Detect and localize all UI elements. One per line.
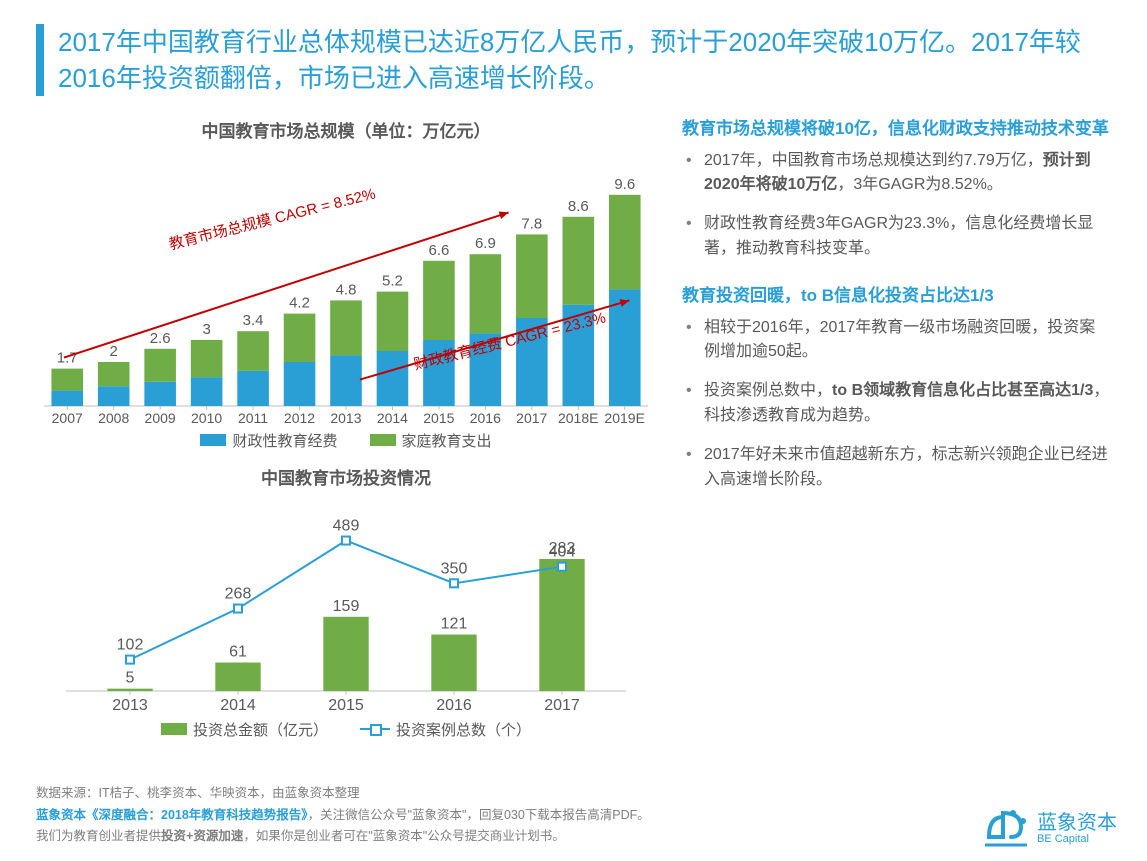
bullet-item: 2017年，中国教育市场总规模达到约7.79万亿，预计到2020年将破10万亿，… xyxy=(682,149,1111,199)
slide-title-row: 2017年中国教育行业总体规模已达近8万亿人民币，预计于2020年突破10万亿。… xyxy=(36,24,1111,97)
logo-sub: BE Capital xyxy=(1037,833,1117,845)
svg-text:5: 5 xyxy=(126,669,135,686)
svg-text:121: 121 xyxy=(441,615,468,632)
bullet-item: 投资案例总数中，to B领域教育信息化占比甚至高达1/3，科技渗透教育成为趋势。 xyxy=(682,379,1111,429)
bullet-list-2: 相较于2016年，2017年教育一级市场融资回暖，投资案例增加逾50起。投资案例… xyxy=(682,316,1111,493)
svg-text:8.6: 8.6 xyxy=(568,198,589,215)
svg-text:6.6: 6.6 xyxy=(428,242,449,259)
svg-text:4.8: 4.8 xyxy=(336,281,357,298)
logo-name: 蓝象资本 xyxy=(1037,813,1117,833)
chart1: 1.7 2 2.6 3 3.4 4.2 4.8 5.2 6.6 6.9 7.8 8.6 9.6 2007… xyxy=(36,150,656,450)
chart2-xlabel: 2014 xyxy=(184,697,292,715)
chart1-legend-seriesB-label: 家庭教育支出 xyxy=(402,430,492,451)
chart1-xlabel: 2016 xyxy=(462,410,508,426)
title-accent-bar xyxy=(36,24,44,96)
chart1-legend-seriesA-label: 财政性教育经费 xyxy=(232,430,337,451)
chart1-xaxis: 2007200820092010201120122013201420152016… xyxy=(36,410,656,426)
footer-line3: 我们为教育创业者提供投资+资源加速，如果你是创业者可在"蓝象资本"公众号提交商业… xyxy=(36,826,1111,847)
chart2-legend-bar-label: 投资总金额（亿元） xyxy=(193,719,328,740)
chart2-xlabel: 2013 xyxy=(76,697,184,715)
bullet-item: 2017年好未来市值超越新东方，标志新兴领跑企业已经进入高速增长阶段。 xyxy=(682,443,1111,493)
chart1-xlabel: 2018E xyxy=(555,410,601,426)
text-heading-2: 教育投资回暖，to B信息化投资占比达1/3 xyxy=(682,284,1111,308)
svg-text:6.9: 6.9 xyxy=(475,235,496,252)
chart2-xlabel: 2015 xyxy=(292,697,400,715)
chart2-legend-bar: 投资总金额（亿元） xyxy=(161,719,328,740)
svg-text:1.7: 1.7 xyxy=(57,349,78,366)
bullet-item: 相较于2016年，2017年教育一级市场融资回暖，投资案例增加逾50起。 xyxy=(682,316,1111,366)
footer-line3-pre: 我们为教育创业者提供 xyxy=(36,829,161,843)
chart1-xlabel: 2011 xyxy=(230,410,276,426)
svg-text:7.8: 7.8 xyxy=(521,215,542,232)
svg-text:350: 350 xyxy=(441,560,468,577)
chart1-xlabel: 2007 xyxy=(44,410,90,426)
bullet-list-1: 2017年，中国教育市场总规模达到约7.79万亿，预计到2020年将破10万亿，… xyxy=(682,149,1111,262)
svg-text:61: 61 xyxy=(229,643,247,660)
svg-text:102: 102 xyxy=(117,636,144,653)
chart2-legend-line-label: 投资案例总数（个） xyxy=(396,719,531,740)
svg-text:489: 489 xyxy=(333,517,360,534)
chart1-xlabel: 2010 xyxy=(183,410,229,426)
chart2-xaxis: 20132014201520162017 xyxy=(36,697,656,715)
footer-line2: 蓝象资本《深度融合：2018年教育科技趋势报告》，关注微信公众号"蓝象资本"，回… xyxy=(36,805,1111,826)
footer-line2-rest: ，关注微信公众号"蓝象资本"，回复030下载本报告高清PDF。 xyxy=(308,808,650,822)
svg-text:4.2: 4.2 xyxy=(289,294,310,311)
svg-text:5.2: 5.2 xyxy=(382,272,403,289)
chart1-xlabel: 2019E xyxy=(601,410,647,426)
bullet-item: 财政性教育经费3年GAGR为23.3%，信息化经费增长显著，推动教育科技变革。 xyxy=(682,212,1111,262)
chart2-legend-line: 投资案例总数（个） xyxy=(360,719,531,740)
chart1-title: 中国教育市场总规模（单位：万亿元） xyxy=(36,117,656,142)
footer-line3-bold: 投资+资源加速 xyxy=(161,829,243,843)
chart1-legend-seriesB: 家庭教育支出 xyxy=(370,430,492,451)
svg-text:159: 159 xyxy=(333,598,360,615)
logo-icon xyxy=(981,807,1031,851)
footer-line3-post: ，如果你是创业者可在"蓝象资本"公众号提交商业计划书。 xyxy=(243,829,564,843)
footer-source: 数据来源：IT桔子、桃李资本、华映资本，由蓝象资本整理 xyxy=(36,783,1111,804)
chart1-xlabel: 2014 xyxy=(369,410,415,426)
slide-title: 2017年中国教育行业总体规模已达近8万亿人民币，预计于2020年突破10万亿。… xyxy=(58,24,1111,97)
chart1-xlabel: 2015 xyxy=(416,410,462,426)
chart1-legend-seriesA: 财政性教育经费 xyxy=(200,430,337,451)
svg-text:9.6: 9.6 xyxy=(614,176,635,193)
chart1-xlabel: 2009 xyxy=(137,410,183,426)
svg-text:404: 404 xyxy=(549,543,576,560)
chart1-xlabel: 2013 xyxy=(323,410,369,426)
footer: 数据来源：IT桔子、桃李资本、华映资本，由蓝象资本整理 蓝象资本《深度融合：20… xyxy=(36,783,1111,847)
svg-text:2: 2 xyxy=(110,343,118,360)
chart2: 561159121283102268489350404 201320142015… xyxy=(36,507,656,747)
chart1-xlabel: 2012 xyxy=(276,410,322,426)
chart1-xlabel: 2017 xyxy=(509,410,555,426)
svg-text:3.4: 3.4 xyxy=(243,312,264,329)
text-heading-1: 教育市场总规模将破10亿，信息化财政支持推动技术变革 xyxy=(682,117,1111,141)
chart2-xlabel: 2016 xyxy=(400,697,508,715)
chart2-title: 中国教育市场投资情况 xyxy=(36,464,656,489)
chart1-xlabel: 2008 xyxy=(90,410,136,426)
chart2-xlabel: 2017 xyxy=(508,697,616,715)
svg-text:268: 268 xyxy=(225,585,252,602)
svg-text:2.6: 2.6 xyxy=(150,330,171,347)
footer-report-title: 蓝象资本《深度融合：2018年教育科技趋势报告》 xyxy=(36,808,308,822)
svg-text:3: 3 xyxy=(202,321,210,338)
logo: 蓝象资本 BE Capital xyxy=(981,807,1117,851)
